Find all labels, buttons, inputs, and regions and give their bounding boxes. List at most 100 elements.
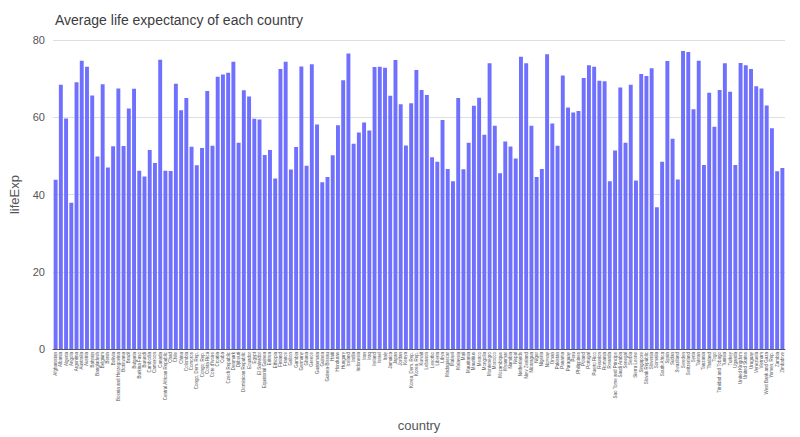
svg-text:Madagascar: Madagascar bbox=[445, 352, 451, 377]
svg-text:Chile: Chile bbox=[173, 352, 179, 363]
svg-text:Algeria: Algeria bbox=[63, 352, 69, 366]
svg-text:Congo, Dem. Rep.: Congo, Dem. Rep. bbox=[194, 352, 200, 390]
svg-text:Gabon: Gabon bbox=[288, 352, 294, 366]
svg-text:Netherlands: Netherlands bbox=[518, 352, 524, 377]
svg-text:Comoros: Comoros bbox=[189, 352, 195, 371]
svg-text:Mauritania: Mauritania bbox=[466, 352, 472, 373]
svg-text:Italy: Italy bbox=[382, 352, 388, 361]
svg-text:Honduras: Honduras bbox=[335, 352, 341, 372]
svg-text:Guatemala: Guatemala bbox=[314, 352, 320, 374]
svg-text:Denmark: Denmark bbox=[230, 352, 236, 371]
svg-text:Afghanistan: Afghanistan bbox=[53, 352, 59, 376]
svg-text:Central African Republic: Central African Republic bbox=[162, 352, 168, 401]
svg-text:Canada: Canada bbox=[157, 352, 163, 368]
svg-text:Colombia: Colombia bbox=[183, 352, 189, 371]
svg-text:Jordan: Jordan bbox=[398, 352, 404, 366]
svg-text:Chad: Chad bbox=[168, 352, 174, 363]
svg-text:Bangladesh: Bangladesh bbox=[94, 352, 100, 376]
svg-text:New Zealand: New Zealand bbox=[523, 352, 529, 379]
svg-text:Liberia: Liberia bbox=[434, 352, 440, 366]
svg-text:Costa Rica: Costa Rica bbox=[204, 352, 210, 374]
svg-text:Mozambique: Mozambique bbox=[497, 352, 503, 378]
svg-text:Mali: Mali bbox=[460, 352, 466, 361]
svg-text:Haiti: Haiti bbox=[330, 352, 336, 361]
svg-text:Malaysia: Malaysia bbox=[455, 352, 461, 370]
svg-text:Finland: Finland bbox=[277, 352, 283, 367]
svg-text:Iraq: Iraq bbox=[366, 352, 372, 360]
svg-text:Congo, Rep.: Congo, Rep. bbox=[199, 352, 205, 378]
svg-text:Bolivia: Bolivia bbox=[110, 352, 116, 366]
svg-text:Oman: Oman bbox=[549, 352, 555, 365]
svg-text:Czech Republic: Czech Republic bbox=[225, 352, 231, 384]
svg-text:Cuba: Cuba bbox=[220, 352, 226, 363]
svg-text:40: 40 bbox=[33, 189, 45, 201]
svg-text:country: country bbox=[398, 418, 441, 433]
svg-text:Lesotho: Lesotho bbox=[429, 352, 435, 368]
svg-text:Mauritius: Mauritius bbox=[471, 352, 477, 371]
svg-text:Albania: Albania bbox=[58, 352, 64, 367]
svg-text:Nicaragua: Nicaragua bbox=[528, 352, 534, 373]
svg-text:Mongolia: Mongolia bbox=[481, 352, 487, 371]
svg-text:Bosnia and Herzegovina: Bosnia and Herzegovina bbox=[115, 352, 121, 401]
svg-text:Panama: Panama bbox=[560, 352, 566, 369]
svg-text:80: 80 bbox=[33, 34, 45, 46]
svg-text:Paraguay: Paraguay bbox=[565, 352, 571, 372]
svg-text:Bulgaria: Bulgaria bbox=[131, 352, 137, 369]
svg-text:Brazil: Brazil bbox=[126, 352, 132, 364]
svg-text:China: China bbox=[178, 352, 184, 364]
svg-text:Malawi: Malawi bbox=[450, 352, 456, 366]
svg-text:Korea, Dem. Rep.: Korea, Dem. Rep. bbox=[408, 352, 414, 388]
svg-text:20: 20 bbox=[33, 266, 45, 278]
svg-text:Kenya: Kenya bbox=[403, 352, 409, 365]
svg-text:0: 0 bbox=[39, 343, 45, 355]
svg-text:Croatia: Croatia bbox=[215, 352, 221, 367]
svg-text:lifeExp: lifeExp bbox=[7, 175, 22, 214]
svg-text:Nepal: Nepal bbox=[513, 352, 519, 364]
svg-text:Greece: Greece bbox=[309, 352, 315, 367]
svg-text:Niger: Niger bbox=[534, 352, 540, 363]
svg-text:Angola: Angola bbox=[68, 352, 74, 366]
svg-text:Ethiopia: Ethiopia bbox=[272, 352, 278, 369]
svg-text:Iceland: Iceland bbox=[345, 352, 351, 367]
svg-text:Nigeria: Nigeria bbox=[539, 352, 545, 367]
svg-text:Belgium: Belgium bbox=[100, 352, 106, 369]
svg-text:Average life expectancy of eac: Average life expectancy of each country bbox=[55, 12, 303, 28]
svg-text:Bahrain: Bahrain bbox=[89, 352, 95, 368]
svg-text:60: 60 bbox=[33, 111, 45, 123]
svg-text:Zimbabwe: Zimbabwe bbox=[780, 352, 785, 373]
svg-text:Myanmar: Myanmar bbox=[502, 352, 508, 371]
svg-text:Burkina Faso: Burkina Faso bbox=[136, 352, 142, 379]
svg-text:Cameroon: Cameroon bbox=[152, 352, 158, 373]
svg-text:Pakistan: Pakistan bbox=[555, 352, 561, 370]
svg-text:Ecuador: Ecuador bbox=[246, 352, 252, 369]
svg-text:Korea, Rep.: Korea, Rep. bbox=[413, 352, 419, 376]
svg-text:Montenegro: Montenegro bbox=[487, 352, 493, 376]
svg-text:Hungary: Hungary bbox=[340, 352, 346, 369]
svg-text:Botswana: Botswana bbox=[121, 352, 127, 372]
svg-text:Djibouti: Djibouti bbox=[236, 352, 242, 367]
svg-text:Gambia: Gambia bbox=[293, 352, 299, 368]
svg-text:Guinea: Guinea bbox=[319, 352, 325, 367]
svg-text:Jamaica: Jamaica bbox=[387, 352, 393, 369]
svg-text:France: France bbox=[283, 352, 289, 366]
svg-text:Lebanon: Lebanon bbox=[424, 352, 430, 370]
svg-text:Dominican Republic: Dominican Republic bbox=[241, 352, 247, 392]
svg-text:Ireland: Ireland bbox=[372, 352, 378, 366]
svg-text:Equatorial Guinea: Equatorial Guinea bbox=[262, 352, 268, 388]
svg-text:Egypt: Egypt bbox=[251, 352, 257, 364]
svg-text:Israel: Israel bbox=[377, 352, 383, 363]
svg-text:Morocco: Morocco bbox=[492, 352, 498, 370]
svg-text:Benin: Benin bbox=[105, 352, 111, 364]
svg-text:Eritrea: Eritrea bbox=[267, 352, 273, 366]
svg-text:Austria: Austria bbox=[84, 352, 90, 366]
svg-text:Cambodia: Cambodia bbox=[147, 352, 153, 373]
svg-text:Ghana: Ghana bbox=[304, 352, 310, 366]
svg-text:Indonesia: Indonesia bbox=[356, 352, 362, 372]
svg-text:Australia: Australia bbox=[79, 352, 85, 370]
svg-text:Norway: Norway bbox=[544, 352, 550, 368]
svg-text:Mexico: Mexico bbox=[476, 352, 482, 367]
svg-text:Iran: Iran bbox=[361, 352, 367, 360]
svg-text:India: India bbox=[351, 352, 357, 362]
svg-text:Germany: Germany bbox=[298, 352, 304, 371]
svg-text:Kuwait: Kuwait bbox=[419, 352, 425, 366]
